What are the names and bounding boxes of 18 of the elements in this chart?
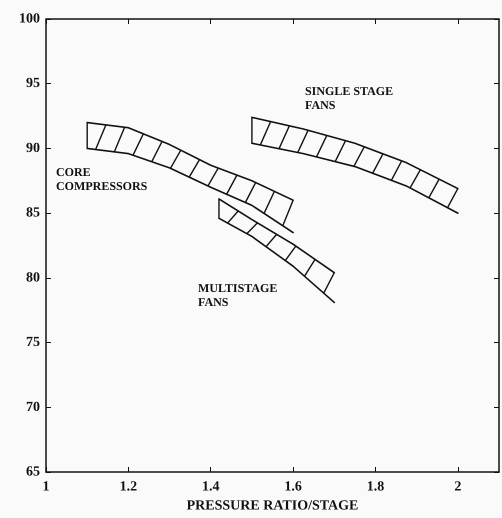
x-tick-label: 1.2 [120, 480, 138, 494]
annotation: SINGLE STAGE FANS [305, 84, 394, 112]
y-tick-label: 95 [26, 76, 40, 92]
annotation: CORE COMPRESSORS [56, 165, 148, 193]
annotation: MULTISTAGE FANS [198, 281, 278, 309]
x-tick-label: 1.8 [366, 480, 384, 494]
x-tick-label: 1.4 [202, 480, 220, 494]
x-tick-label: 1.6 [284, 480, 302, 494]
y-tick-label: 70 [26, 400, 40, 415]
y-tick-label: 85 [26, 206, 40, 221]
y-tick-label: 80 [26, 270, 40, 286]
y-tick-label: 75 [26, 335, 40, 350]
x-axis-title: PRESSURE RATIO/STAGE [186, 498, 358, 514]
y-tick-label: 100 [19, 12, 40, 26]
y-tick-label: 90 [26, 140, 40, 156]
y-tick-label: 65 [26, 464, 40, 480]
x-tick-label: 2 [454, 480, 462, 494]
x-tick-label: 1 [42, 480, 50, 494]
